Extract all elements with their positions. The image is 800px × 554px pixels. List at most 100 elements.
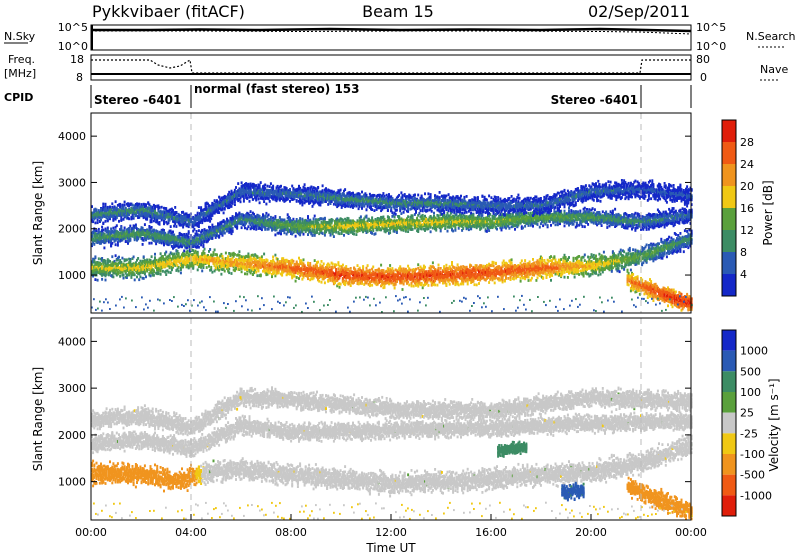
- cell: [423, 269, 425, 272]
- cell: [551, 274, 553, 277]
- cell: [93, 243, 95, 246]
- cell: [666, 255, 668, 258]
- cell: [160, 273, 162, 276]
- cell: [505, 277, 507, 280]
- cell: [102, 263, 104, 266]
- noise-right-top-tick: 10^5: [696, 21, 726, 34]
- cell: [664, 253, 666, 256]
- cell: [206, 266, 208, 269]
- cell: [160, 252, 162, 255]
- cell: [391, 267, 393, 270]
- cell: [241, 270, 243, 273]
- cell: [295, 271, 297, 274]
- cell: [178, 266, 180, 269]
- cell: [380, 264, 382, 267]
- cell: [112, 227, 114, 230]
- cell: [660, 238, 662, 241]
- beam-title: Beam 15: [362, 2, 434, 21]
- noise-right-bottom-tick: 10^0: [696, 40, 726, 53]
- cell: [96, 229, 98, 232]
- cell: [348, 268, 350, 271]
- date-title: 02/Sep/2011: [588, 2, 690, 21]
- cell: [153, 274, 155, 277]
- cell: [328, 264, 330, 267]
- cell: [137, 257, 139, 260]
- cell: [679, 232, 681, 235]
- cell: [577, 269, 579, 272]
- cell: [271, 263, 273, 266]
- cell: [118, 256, 120, 259]
- cell: [474, 283, 476, 286]
- cell: [350, 284, 352, 287]
- cell: [101, 226, 103, 229]
- cell: [618, 267, 620, 270]
- nave-line: [91, 60, 691, 73]
- cell: [307, 262, 309, 265]
- cell: [457, 263, 459, 266]
- cell: [292, 260, 294, 263]
- cell: [533, 262, 535, 265]
- cell: [220, 273, 222, 276]
- cell: [427, 284, 429, 287]
- cell: [255, 271, 257, 274]
- cell: [354, 268, 356, 271]
- cell: [310, 268, 312, 271]
- cell: [470, 264, 472, 267]
- cell: [115, 243, 117, 246]
- cell: [407, 281, 409, 284]
- cell: [211, 271, 213, 274]
- cell: [367, 264, 369, 267]
- cpid-segment-3: Stereo -6401: [551, 93, 638, 107]
- cell: [202, 266, 204, 269]
- cell: [100, 263, 102, 266]
- cell: [369, 269, 371, 272]
- cell: [269, 272, 271, 275]
- cell: [422, 286, 424, 289]
- cell: [372, 266, 374, 269]
- cell: [213, 251, 215, 254]
- cell: [133, 256, 135, 259]
- cell: [121, 257, 123, 260]
- cell: [658, 242, 660, 245]
- cpid-segment-2: normal (fast stereo) 153: [194, 82, 360, 96]
- cell: [589, 256, 591, 259]
- cell: [483, 265, 485, 268]
- cell: [260, 274, 262, 277]
- cell: [451, 261, 453, 264]
- cell: [462, 283, 464, 286]
- cell: [686, 230, 688, 233]
- cell: [150, 275, 152, 278]
- cell: [646, 244, 648, 247]
- cell: [244, 272, 246, 275]
- cell: [394, 287, 396, 290]
- cell: [453, 273, 455, 276]
- cell: [134, 273, 136, 276]
- cell: [660, 245, 662, 248]
- cell: [675, 233, 677, 236]
- cell: [139, 275, 141, 278]
- cell: [408, 284, 410, 287]
- cell: [684, 229, 686, 232]
- cell: [413, 285, 415, 288]
- cell: [170, 271, 172, 274]
- cell: [424, 266, 426, 269]
- cell: [143, 277, 145, 280]
- cell: [332, 263, 334, 266]
- cell: [111, 242, 113, 245]
- cell: [494, 282, 496, 285]
- cell: [656, 257, 658, 260]
- cell: [453, 266, 455, 269]
- cell: [539, 264, 541, 267]
- cell: [540, 271, 542, 274]
- cell: [583, 272, 585, 275]
- cell: [335, 264, 337, 267]
- cell: [318, 280, 320, 283]
- cell: [532, 258, 534, 261]
- cell: [511, 262, 513, 265]
- cell: [337, 261, 339, 264]
- cell: [340, 283, 342, 286]
- cell: [504, 280, 506, 283]
- cell: [487, 274, 489, 277]
- cell: [337, 268, 339, 271]
